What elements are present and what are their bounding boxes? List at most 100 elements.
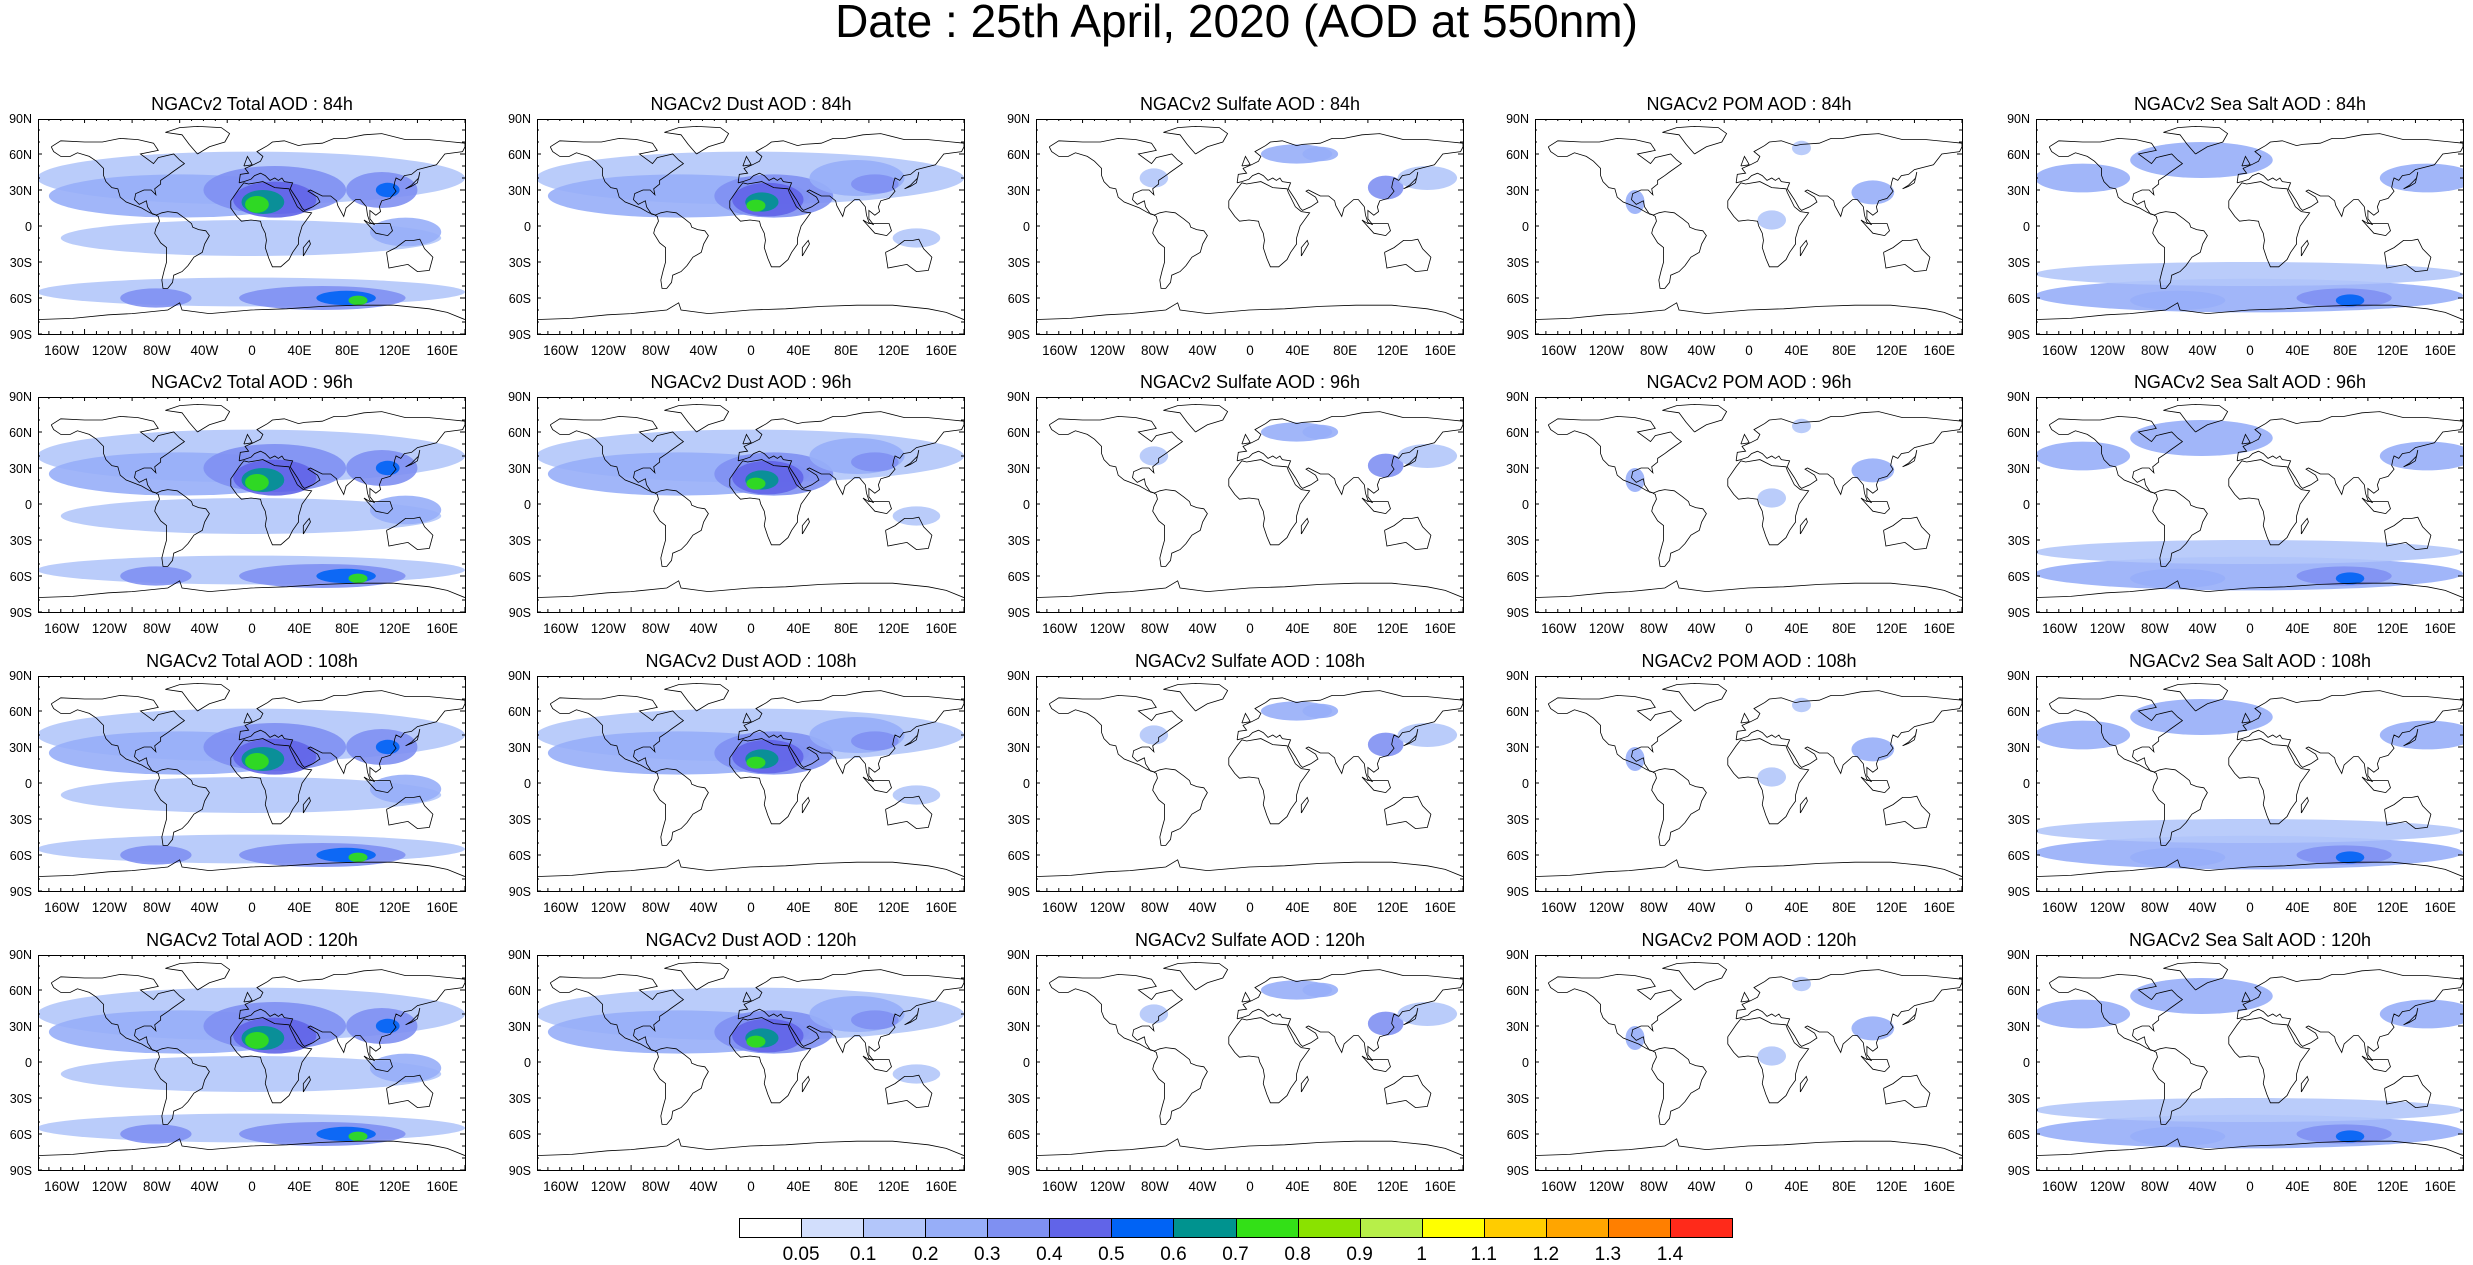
coastline	[1727, 459, 1810, 546]
longitude-label: 120W	[2089, 1179, 2125, 1194]
longitude-label: 40W	[689, 621, 718, 636]
latitude-label: 90N	[9, 669, 32, 683]
longitude-label: 160W	[2042, 621, 2078, 636]
longitude-label: 80W	[641, 1179, 670, 1194]
coastline	[1662, 683, 1728, 712]
coastline	[1037, 859, 1463, 878]
aod-plume	[746, 1036, 766, 1049]
coastline	[2037, 580, 2463, 599]
coastline	[2301, 796, 2310, 814]
aod-plume	[893, 1064, 941, 1085]
longitude-label: 80E	[335, 1179, 360, 1194]
coastline	[1228, 738, 1311, 825]
map-panel: NGACv2 POM AOD : 120h 90N 60N 30N 0 30S 60S 90S…	[1506, 930, 1963, 1194]
longitude-label: 120E	[378, 1179, 411, 1194]
map-frame	[537, 955, 965, 1171]
longitude-label: 120E	[1875, 621, 1908, 636]
latitude-label: 30S	[2007, 1092, 2030, 1106]
longitude-label: 160E	[426, 900, 458, 915]
aod-plume	[746, 200, 766, 213]
coastline	[538, 1138, 964, 1157]
aod-plume	[2336, 294, 2365, 307]
longitude-label: 40W	[2188, 1179, 2217, 1194]
longitude-label: 80E	[335, 621, 360, 636]
map-panel: NGACv2 Dust AOD : 84h 90N 60N 30N 0 30S 60S 90S…	[508, 94, 965, 358]
aod-map	[39, 677, 465, 891]
map-panel: NGACv2 Sulfate AOD : 120h 90N 60N 30N 0 30S 60…	[1007, 930, 1464, 1194]
coastline	[51, 695, 186, 773]
longitude-label: 120E	[877, 621, 910, 636]
map-frame	[2036, 119, 2464, 335]
coastline	[1740, 712, 1751, 724]
latitude-label: 30S	[9, 813, 32, 827]
longitude-label: 0	[2246, 1179, 2254, 1194]
colorbar-swatch	[1173, 1218, 1237, 1238]
aod-plume	[2037, 1000, 2131, 1029]
longitude-label: 120W	[1588, 1179, 1624, 1194]
aod-plume	[2130, 291, 2226, 311]
aod-plume	[376, 1019, 401, 1034]
latitude-label: 90N	[1007, 112, 1030, 126]
coastline	[1861, 220, 1891, 237]
coastline	[2049, 416, 2184, 494]
coastline	[2237, 411, 2463, 504]
coastline	[1241, 155, 1252, 167]
aod-plume	[245, 474, 270, 492]
longitude-label: 120W	[590, 1179, 626, 1194]
latitude-label: 90S	[508, 328, 531, 342]
aod-plume	[1792, 977, 1812, 992]
latitude-label: 60S	[1506, 849, 1529, 863]
colorbar-tick-label: 0.1	[849, 1244, 877, 1265]
map-panel: NGACv2 Total AOD : 120h 90N 60N 30N 0 30S 60S 9…	[9, 930, 466, 1194]
latitude-label: 30N	[2007, 184, 2030, 198]
aod-plume	[316, 291, 377, 306]
longitude-label: 40W	[190, 621, 219, 636]
latitude-label: 90S	[508, 606, 531, 620]
longitude-label: 80W	[641, 900, 670, 915]
longitude-label: 40E	[786, 1179, 811, 1194]
longitude-label: 120E	[2376, 1179, 2409, 1194]
map-frame	[537, 676, 965, 892]
aod-plume	[1140, 446, 1169, 467]
coastline	[2384, 239, 2432, 273]
colorbar-tick-label: 0.3	[974, 1244, 1001, 1265]
latitude-label: 60S	[508, 1128, 531, 1142]
longitude-label: 120W	[1089, 900, 1125, 915]
latitude-label: 60N	[2007, 705, 2030, 719]
coastline	[51, 416, 186, 494]
map-frame	[38, 119, 466, 335]
coastline	[1662, 126, 1728, 155]
latitude-label: 0	[1023, 1056, 1030, 1070]
longitude-label: 0	[1246, 1179, 1254, 1194]
longitude-label: 40W	[1687, 1179, 1716, 1194]
coastline	[165, 962, 231, 991]
latitude-label: 60S	[508, 849, 531, 863]
latitude-label: 90S	[9, 885, 32, 899]
coastline	[664, 683, 730, 712]
longitude-label: 80W	[2140, 900, 2169, 915]
latitude-label: 30N	[508, 1020, 531, 1034]
longitude-label: 80W	[1639, 343, 1668, 358]
coastline	[303, 517, 312, 535]
latitude-label: 60S	[2007, 1128, 2030, 1142]
coastline	[1037, 580, 1463, 599]
longitude-label: 0	[248, 1179, 256, 1194]
aod-plume	[851, 731, 900, 752]
colorbar-tick-label: 0.6	[1160, 1244, 1187, 1265]
latitude-label: 60N	[1506, 148, 1529, 162]
latitude-label: 0	[2023, 1056, 2030, 1070]
coastline	[550, 416, 685, 494]
coastline	[1736, 690, 1962, 783]
latitude-label: 60S	[2007, 570, 2030, 584]
aod-map	[1536, 398, 1962, 612]
coastline	[1301, 517, 1310, 535]
coastline	[1536, 580, 1962, 599]
coastline	[885, 1075, 933, 1109]
latitude-label: 60N	[9, 984, 32, 998]
colorbar-swatch	[1111, 1218, 1175, 1238]
latitude-label: 30S	[1506, 256, 1529, 270]
latitude-label: 0	[25, 777, 32, 791]
aod-plume	[2130, 848, 2226, 868]
aod-plume	[2130, 420, 2274, 457]
coastline	[364, 498, 394, 515]
